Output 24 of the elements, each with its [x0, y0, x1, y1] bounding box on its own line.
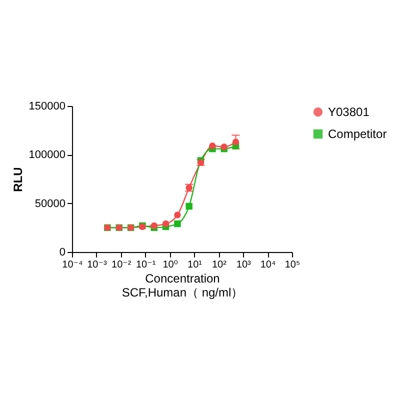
point [209, 142, 216, 150]
point [186, 202, 192, 210]
point [232, 138, 240, 146]
x-tick-label: 10⁰ [162, 260, 178, 270]
x-tick-label: 10⁻³ [87, 260, 108, 270]
x-tick-label: 10⁻¹ [136, 260, 156, 270]
point [174, 220, 181, 228]
x-tick-label: 10³ [236, 260, 252, 270]
x-tick-label: 10⁵ [284, 260, 300, 270]
y-tick-label: 100000 [28, 149, 66, 162]
y-tick-label: 150000 [28, 100, 66, 112]
x-tick-label: 10² [212, 260, 228, 270]
y-axis-title: RLU [10, 167, 25, 192]
legend-label: Competitor [328, 127, 387, 141]
y-tick-label: 0 [59, 246, 66, 258]
legend-label: Y03801 [328, 105, 370, 119]
x-tick-label: 10⁻² [112, 260, 132, 270]
y-tick-label: 50000 [34, 198, 66, 210]
x-tick-label: 10⁴ [260, 260, 276, 270]
point [162, 220, 170, 228]
x-axis-title: Concentration SCF,Human（ ng/ml） [122, 272, 244, 300]
x-tick-label: 10⁻⁴ [62, 260, 83, 270]
x-tick-label: 10¹ [187, 260, 203, 270]
point [174, 212, 181, 218]
